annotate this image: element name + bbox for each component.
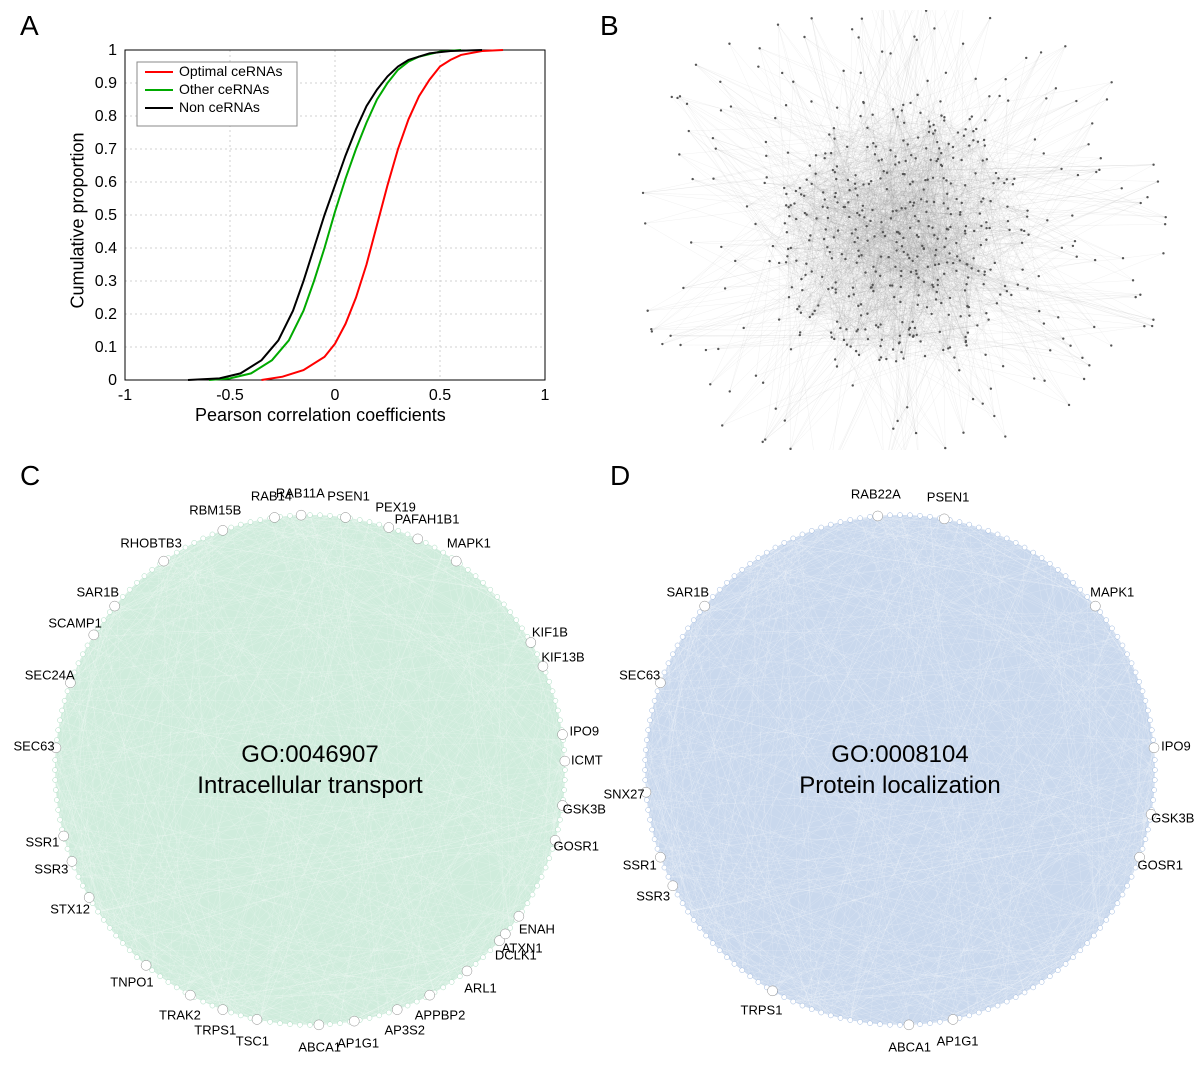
svg-text:0.5: 0.5 [429,387,451,404]
svg-text:0: 0 [108,372,117,389]
svg-text:0.8: 0.8 [95,108,117,125]
gene-label: SCAMP1 [48,616,101,631]
gene-label: MAPK1 [447,536,491,551]
hairball-network [600,10,1180,450]
svg-text:1: 1 [541,387,550,404]
svg-text:0.4: 0.4 [95,240,117,257]
svg-text:0.2: 0.2 [95,306,117,323]
svg-text:0.6: 0.6 [95,174,117,191]
svg-text:0: 0 [331,387,340,404]
gene-label: TRPS1 [194,1023,236,1038]
gene-label: SAR1B [666,584,709,599]
gene-label: PSEN1 [927,490,970,505]
gene-label: ICMT [571,753,603,768]
panel-b-label: B [600,10,619,42]
gene-label: RAB22A [851,487,901,502]
gene-label: RHOBTB3 [120,536,181,551]
x-axis-label: Pearson correlation coefficients [195,405,446,426]
gene-label: SSR3 [34,862,68,877]
gene-label: ENAH [519,921,555,936]
gene-label: SEC24A [25,668,75,683]
svg-text:Non ceRNAs: Non ceRNAs [179,99,260,115]
gene-label: GSK3B [563,801,606,816]
svg-text:0.9: 0.9 [95,75,117,92]
gene-label: GOSR1 [1138,857,1184,872]
gene-label: PSEN1 [327,488,370,503]
svg-text:-1: -1 [118,387,132,404]
go-id-d: GO:0008104 [831,741,968,768]
gene-label: SSR3 [636,888,670,903]
gene-label: TRAK2 [159,1007,201,1022]
gene-label: TRPS1 [741,1002,783,1017]
gene-label: AP1G1 [937,1033,979,1048]
gene-label: SSR1 [25,834,59,849]
gene-label: KIF13B [541,650,584,665]
panel-b: B [600,10,1180,450]
gene-label: ABCA1 [888,1039,931,1054]
gene-label: TSC1 [236,1033,269,1048]
gene-label: SAR1B [76,584,119,599]
gene-label: APPBP2 [415,1007,466,1022]
go-term-d: Protein localization [799,772,1000,799]
panel-a-label: A [20,10,39,42]
panel-d-label: D [610,460,630,492]
y-axis-label: Cumulative proportion [68,132,89,308]
panel-c-center-text: GO:0046907 Intracellular transport [197,739,422,801]
svg-text:0.7: 0.7 [95,141,117,158]
gene-label: RBM15B [189,502,241,517]
panel-d: D GO:0008104 Protein localization PSEN1 R… [610,460,1190,1060]
gene-label: ARL1 [464,981,497,996]
gene-label: GSK3B [1151,811,1194,826]
svg-text:0.3: 0.3 [95,273,117,290]
panel-c-label: C [20,460,40,492]
go-id-c: GO:0046907 [241,741,378,768]
gene-label: SEC63 [619,668,660,683]
gene-label: PAFAH1B1 [395,511,460,526]
go-term-c: Intracellular transport [197,772,422,799]
svg-text:-0.5: -0.5 [216,387,244,404]
svg-text:Other ceRNAs: Other ceRNAs [179,81,269,97]
gene-label: ATXN1 [502,941,543,956]
cdf-chart: -1 -0.5 0 0.5 1 0 0.1 0.2 0.3 0.4 0.5 0.6 0.7 0.8 0.9 1… [20,10,580,440]
panel-a: A -1 -0.5 0 0.5 1 0 0.1 0.2 0.3 0.4 0.5 0.6 0.7 0.8 0.… [20,10,580,440]
gene-label: KIF1B [532,624,568,639]
gene-label: SSR1 [623,857,657,872]
gene-label: GOSR1 [554,839,600,854]
gene-label: AP1G1 [337,1035,379,1050]
panel-c: C GO:0046907 Intracellular transport PSE… [20,460,600,1060]
panel-d-center-text: GO:0008104 Protein localization [799,739,1000,801]
gene-label: ABCA1 [298,1039,341,1054]
gene-label: STX12 [50,901,90,916]
gene-label: RAB14 [251,488,292,503]
gene-label: AP3S2 [384,1023,424,1038]
gene-label: SEC63 [13,738,54,753]
svg-text:1: 1 [108,42,117,59]
svg-text:Optimal ceRNAs: Optimal ceRNAs [179,63,282,79]
svg-text:0.1: 0.1 [95,339,117,356]
gene-label: SNX27 [603,787,644,802]
gene-label: TNPO1 [110,975,153,990]
gene-label: IPO9 [1161,738,1191,753]
gene-label: MAPK1 [1090,584,1134,599]
gene-label: IPO9 [569,724,599,739]
svg-text:0.5: 0.5 [95,207,117,224]
